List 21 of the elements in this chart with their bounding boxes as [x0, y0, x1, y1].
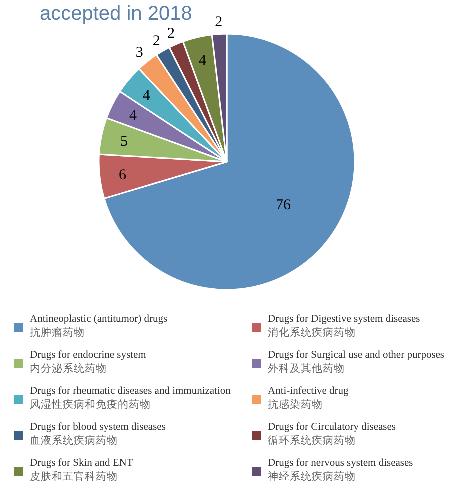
- data-label: 5: [120, 134, 128, 150]
- legend-label: Antineoplastic (antitumor) drugs 抗肿瘤药物: [30, 314, 168, 339]
- data-label: 2: [215, 14, 223, 31]
- legend-label: Drugs for nervous system diseases 神经系统疾病药物: [268, 458, 414, 483]
- legend-label: Drugs for blood system diseases 血液系统疾病药物: [30, 422, 166, 447]
- legend-label: Drugs for Skin and ENT 皮肤和五官科药物: [30, 458, 134, 483]
- legend-label: Drugs for Circulatory diseases 循环系统疾病药物: [268, 422, 396, 447]
- data-label: 2: [152, 33, 160, 50]
- data-label: 2: [167, 26, 175, 42]
- data-label: 4: [199, 53, 208, 70]
- data-label: 4: [142, 88, 151, 104]
- data-label: 76: [276, 197, 292, 214]
- data-label: 4: [129, 108, 138, 124]
- legend-label: Drugs for Surgical use and other purposes 外科及其他药物: [268, 350, 445, 375]
- legend-label: Anti-infective drug 抗感染药物: [268, 386, 350, 411]
- legend-label: Drugs for rheumatic diseases and immunization 风湿性疾病和免疫的药物: [30, 386, 232, 411]
- legend-label: Drugs for Digestive system diseases 消化系统疾病药物: [268, 314, 420, 339]
- legend-label: Drugs for endocrine system 内分泌系统药物: [30, 350, 146, 375]
- data-label: 6: [119, 167, 127, 184]
- chart-title: accepted in 2018: [40, 3, 192, 25]
- data-label: 3: [136, 44, 144, 61]
